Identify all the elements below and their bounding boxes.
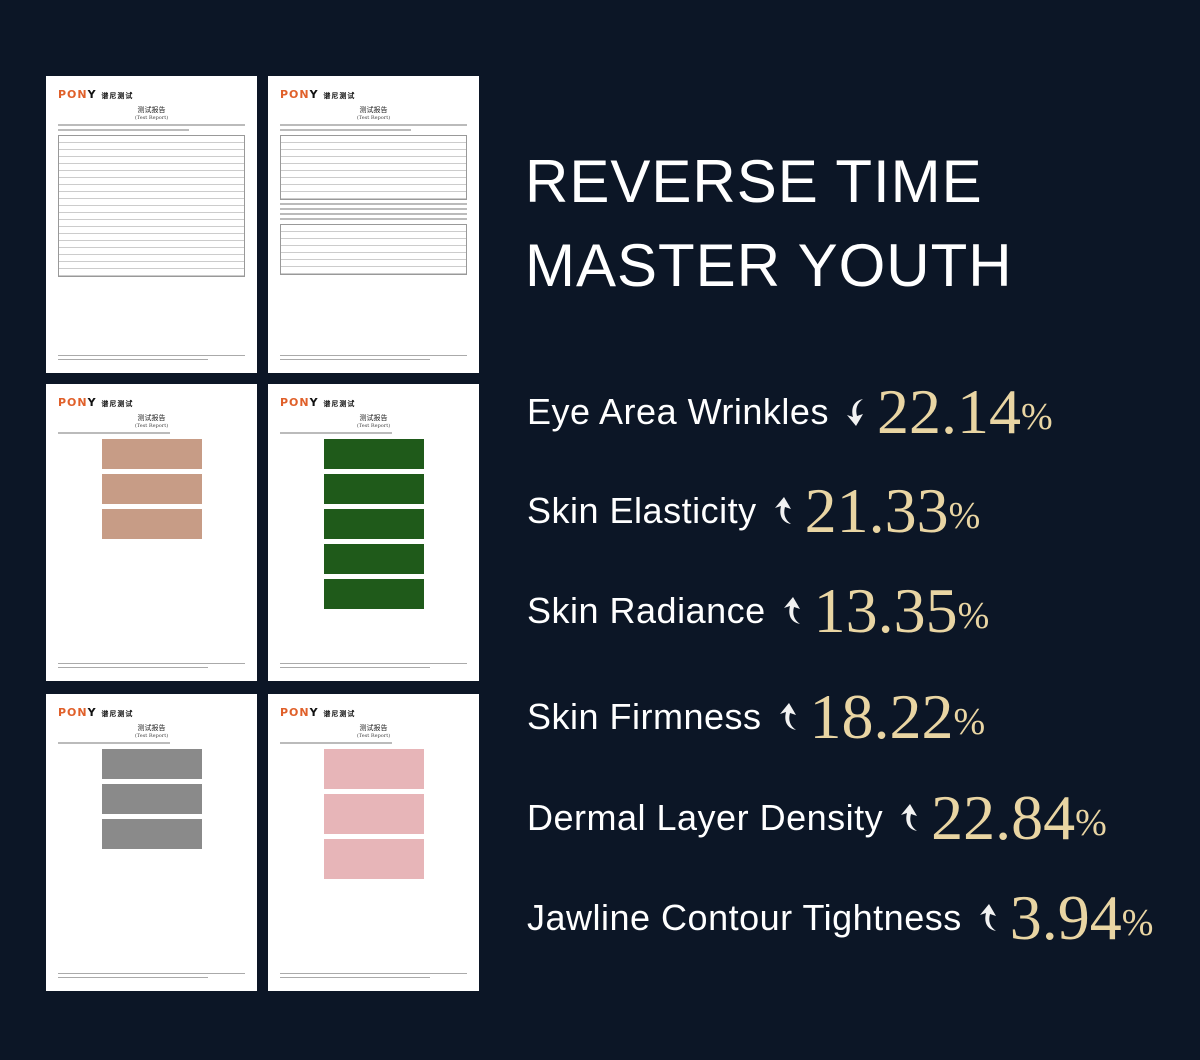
metric-label: Skin Firmness [527, 696, 762, 737]
report-page: PONY 谱尼测试 测试报告 (Test Report) [46, 694, 257, 991]
report-page: PONY 谱尼测试 测试报告 (Test Report) [268, 694, 479, 991]
skin-texture-image [101, 749, 202, 779]
metric-value: 18.22 [809, 681, 954, 752]
face-photos-image [101, 474, 202, 504]
metric-row: Jawline Contour Tightness 3.94% [527, 881, 1153, 955]
metric-unit: % [957, 595, 990, 637]
metric-value: 22.14 [876, 376, 1021, 447]
skin-texture-image [101, 819, 202, 849]
report-subtitle: (Test Report) [134, 733, 169, 739]
metric-value: 13.35 [813, 575, 958, 646]
metric-label: Skin Radiance [527, 590, 766, 631]
arrow-down-icon [846, 399, 863, 426]
report-page: PONY 谱尼测试 测试报告 (Test Report) [268, 384, 479, 681]
arrow-up-icon [979, 904, 996, 931]
report-subtitle: (Test Report) [356, 423, 391, 429]
report-table [58, 135, 245, 277]
metric-value: 21.33 [804, 475, 949, 546]
report-subtitle: (Test Report) [356, 115, 391, 121]
dermal-microscopy-image [323, 439, 424, 469]
report-subtitle: (Test Report) [134, 115, 169, 121]
arrow-up-icon [783, 597, 800, 624]
report-title: 测试报告 [137, 414, 166, 422]
pony-logo: PONY 谱尼测试 [58, 706, 134, 719]
metric-label: Eye Area Wrinkles [527, 391, 829, 432]
face-photos-image [101, 439, 202, 469]
metric-row: Skin Elasticity 21.33% [527, 474, 980, 548]
metric-value: 22.84 [931, 782, 1076, 853]
arrow-up-icon [774, 497, 791, 524]
dermal-microscopy-image [323, 509, 424, 539]
metric-label: Dermal Layer Density [527, 797, 884, 838]
headline-line-1: REVERSE TIME [525, 148, 983, 215]
report-title: 测试报告 [137, 106, 166, 114]
dermal-microscopy-image [323, 579, 424, 609]
pony-logo: PONY 谱尼测试 [58, 396, 134, 409]
metric-row: Dermal Layer Density 22.84% [527, 781, 1107, 855]
pony-logo: PONY 谱尼测试 [280, 396, 356, 409]
headline: REVERSE TIME MASTER YOUTH [525, 140, 1013, 308]
report-page: PONY 谱尼测试 测试报告 (Test Report) [46, 384, 257, 681]
pony-logo: PONY 谱尼测试 [58, 88, 134, 101]
face-heatmaps-image [323, 794, 424, 834]
face-photos-image [101, 509, 202, 539]
pony-logo: PONY 谱尼测试 [280, 706, 356, 719]
metric-unit: % [1075, 802, 1107, 844]
metric-unit: % [948, 495, 981, 537]
dermal-microscopy-image [323, 544, 424, 574]
face-heatmaps-image [323, 839, 424, 879]
metric-unit: % [1121, 902, 1154, 944]
face-heatmaps-image [323, 749, 424, 789]
metric-unit: % [1020, 396, 1053, 438]
metric-label: Skin Elasticity [527, 490, 757, 531]
report-subtitle: (Test Report) [134, 423, 169, 429]
pony-logo: PONY 谱尼测试 [280, 88, 356, 101]
report-table [280, 135, 467, 200]
report-title: 测试报告 [137, 724, 166, 732]
metric-unit: % [953, 701, 986, 743]
report-title: 测试报告 [359, 724, 388, 732]
metric-label: Jawline Contour Tightness [527, 897, 962, 938]
report-title: 测试报告 [359, 414, 388, 422]
report-page: PONY 谱尼测试 测试报告 (Test Report) [268, 76, 479, 373]
headline-line-2: MASTER YOUTH [525, 232, 1013, 299]
arrow-up-icon [901, 804, 918, 831]
arrow-up-icon [779, 703, 796, 730]
metric-row: Eye Area Wrinkles 22.14% [527, 375, 1053, 449]
report-subtitle: (Test Report) [356, 733, 391, 739]
report-page: PONY 谱尼测试 测试报告 (Test Report) [46, 76, 257, 373]
metric-row: Skin Radiance 13.35% [527, 574, 989, 648]
report-title: 测试报告 [359, 106, 388, 114]
skin-texture-image [101, 784, 202, 814]
metric-value: 3.94 [1009, 882, 1122, 953]
dermal-microscopy-image [323, 474, 424, 504]
metric-row: Skin Firmness 18.22% [527, 680, 985, 754]
